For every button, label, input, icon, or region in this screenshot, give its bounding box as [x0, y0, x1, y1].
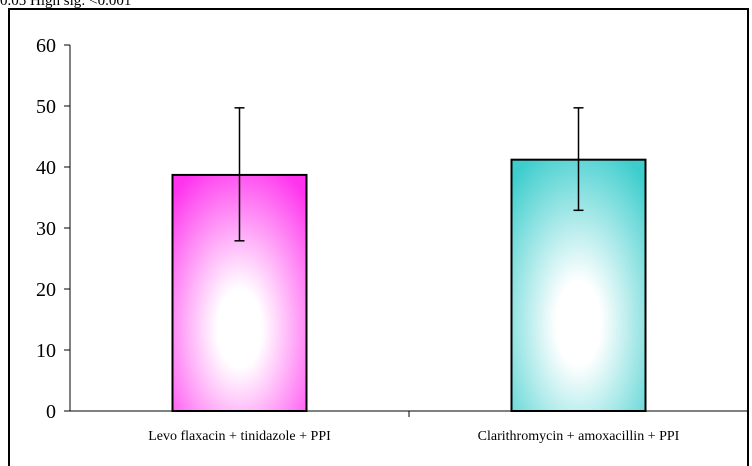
- top-caption: 0.05 High sig: <0.001: [0, 0, 131, 9]
- x-category-label: Levo flaxacin + tinidazole + PPI: [148, 429, 331, 444]
- y-tick-label: 60: [36, 35, 56, 57]
- bars: [171, 158, 647, 412]
- y-tick-label: 20: [36, 279, 56, 301]
- y-tick-label: 0: [46, 401, 56, 423]
- tick-labels: 0 10 20 30 40 50 60 Levo flaxacin + tinidazole …: [36, 35, 680, 444]
- x-category-label: Clarithromycin + amoxacillin + PPI: [478, 429, 680, 444]
- y-tick-label: 30: [36, 218, 56, 240]
- y-tick-label: 10: [36, 340, 56, 362]
- y-tick-label: 40: [36, 157, 56, 179]
- error-bars: [234, 107, 584, 242]
- y-tick-label: 50: [36, 96, 56, 118]
- plot-frame: [8, 8, 749, 466]
